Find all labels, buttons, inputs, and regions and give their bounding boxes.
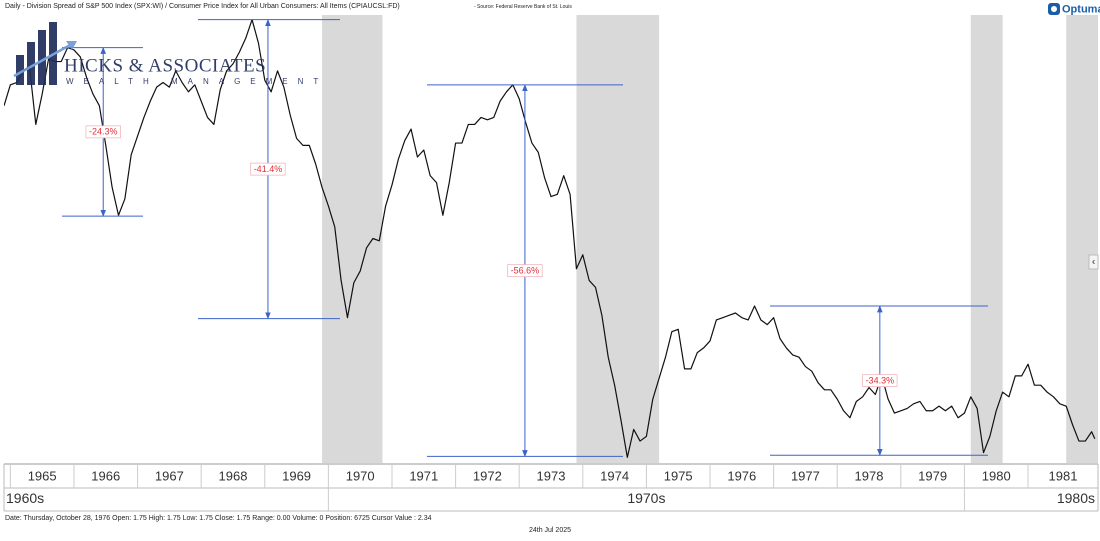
x-tick-label: 1969: [282, 468, 311, 483]
decade-label: 1980s: [1057, 490, 1095, 506]
side-button[interactable]: ‹: [1088, 254, 1099, 270]
watermark-title: HICKS & ASSOCIATES: [64, 55, 266, 76]
drawdown-label-box: [85, 125, 121, 139]
x-tick-label: 1980: [982, 468, 1011, 483]
x-tick-label: 1981: [1049, 468, 1078, 483]
x-tick-label: 1971: [409, 468, 438, 483]
x-tick-label: 1976: [727, 468, 756, 483]
drawdown-label: -24.3%: [89, 127, 118, 137]
x-tick-label: 1965: [28, 468, 57, 483]
status-line: Date: Thursday, October 28, 1976 Open: 1…: [5, 515, 432, 522]
x-tick-label: 1968: [219, 468, 248, 483]
drawdown-label-box: [862, 374, 898, 388]
plot-area: -24.3% -41.4% -56.6% -34.3%: [4, 15, 1098, 463]
x-tick-label: 1978: [855, 468, 884, 483]
x-tick-label: 1972: [473, 468, 502, 483]
side-button-label[interactable]: ‹: [1092, 257, 1095, 268]
x-axis: 1965 1966 1967 1968 1969 1970 1971 1972 1973 1974…: [3, 463, 1099, 512]
brand-name: Optuma: [1062, 3, 1100, 15]
logo-bar: [27, 42, 35, 85]
recession-band: [970, 15, 1003, 463]
logo-bar: [38, 30, 46, 85]
drawdown-label-box: [507, 264, 543, 278]
logo-bar: [16, 55, 24, 85]
price-line: [4, 19, 1096, 458]
drawdown-label: -56.6%: [511, 266, 540, 276]
chart-title: Daily - Division Spread of S&P 500 Index…: [5, 3, 400, 10]
logo-arrow-head: [66, 41, 77, 50]
x-tick-label: 1979: [918, 468, 947, 483]
footer-date: 24th Jul 2025: [529, 527, 571, 534]
brand-logo: Optuma: [1048, 3, 1100, 15]
x-tick-label: 1967: [155, 468, 184, 483]
watermark-subtitle: WEALTH MANAGEMENT: [66, 77, 328, 86]
recession-band: [1066, 15, 1098, 463]
drawdown-label: -41.4%: [254, 164, 283, 174]
drawdown-label-box: [250, 162, 286, 176]
brand-icon-hole: [1051, 6, 1057, 12]
source: - Source: Federal Reserve Bank of St. Lo…: [474, 4, 572, 10]
logo-arrow: [13, 42, 73, 78]
x-tick-label: 1977: [791, 468, 820, 483]
recession-band: [576, 15, 660, 463]
x-tick-label: 1966: [91, 468, 120, 483]
x-tick-label: 1974: [600, 468, 629, 483]
drawdown-label: -34.3%: [866, 376, 895, 386]
decade-label: 1970s: [627, 490, 665, 506]
decade-label: 1960s: [6, 490, 44, 506]
x-tick-label: 1970: [346, 468, 375, 483]
side-button-box[interactable]: [1088, 254, 1099, 270]
x-tick-label: 1975: [664, 468, 693, 483]
x-tick-label: 1973: [537, 468, 566, 483]
plot-clip: [4, 15, 1098, 463]
watermark: HICKS & ASSOCIATES WEALTH MANAGEMENT: [13, 22, 328, 86]
